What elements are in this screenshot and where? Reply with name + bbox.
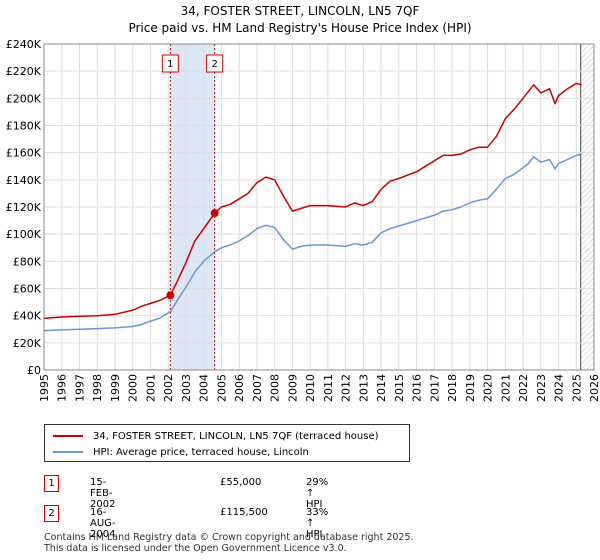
x-tick-label: 2016 xyxy=(411,374,424,402)
x-tick-label: 2002 xyxy=(162,374,175,402)
y-tick-label: £60K xyxy=(13,283,42,296)
x-tick-label: 2024 xyxy=(553,374,566,402)
x-tick-label: 2006 xyxy=(233,374,246,402)
footer-line-1: Contains HM Land Registry data © Crown c… xyxy=(44,532,414,543)
y-tick-label: £0 xyxy=(27,364,41,377)
x-tick-label: 2015 xyxy=(393,374,406,402)
legend-swatch-hpi xyxy=(53,451,83,453)
hpi-line xyxy=(43,153,582,332)
y-tick-label: £100K xyxy=(6,228,42,241)
x-tick-label: 1996 xyxy=(56,374,69,402)
transaction-date: 15-FEB-2002 xyxy=(90,477,116,510)
x-tick-label: 2007 xyxy=(251,374,264,402)
legend-item-property: 34, FOSTER STREET, LINCOLN, LN5 7QF (ter… xyxy=(53,428,379,444)
x-tick-label: 2005 xyxy=(215,374,228,402)
plot-frame xyxy=(43,43,595,371)
sale-badge-label: 1 xyxy=(167,59,173,70)
x-tick-label: 2010 xyxy=(304,374,317,402)
x-tick-label: 2019 xyxy=(464,374,477,402)
x-tick-label: 2014 xyxy=(375,374,388,402)
x-tick-label: 1997 xyxy=(73,374,86,402)
transaction-price: £55,000 xyxy=(220,477,262,488)
legend-swatch-property xyxy=(53,435,83,437)
transaction-price: £115,500 xyxy=(220,507,268,518)
price-chart: 1 2 £0 £20K £40K £60K £80K £100K £120K £140K £160… xyxy=(6,38,600,402)
x-tick-label: 2025 xyxy=(570,374,583,402)
x-tick-label: 2003 xyxy=(180,374,193,402)
y-tick-label: £240K xyxy=(6,38,42,51)
transaction-badge: 2 xyxy=(44,505,59,522)
legend-label-property: 34, FOSTER STREET, LINCOLN, LN5 7QF (ter… xyxy=(93,430,379,442)
x-tick-label: 2001 xyxy=(144,374,157,402)
legend: 34, FOSTER STREET, LINCOLN, LN5 7QF (ter… xyxy=(44,424,410,462)
y-tick-label: £160K xyxy=(6,147,42,160)
x-tick-label: 2004 xyxy=(198,374,211,402)
y-tick-label: £80K xyxy=(13,255,42,268)
x-tick-label: 2011 xyxy=(322,374,335,402)
x-tick-label: 1999 xyxy=(109,374,122,402)
y-tick-label: £180K xyxy=(6,120,42,133)
transaction-badge: 1 xyxy=(44,475,59,492)
x-tick-label: 2026 xyxy=(588,374,600,402)
y-tick-label: £220K xyxy=(6,65,42,78)
y-tick-label: £40K xyxy=(13,310,42,323)
x-tick-label: 2009 xyxy=(286,374,299,402)
x-tick-label: 2008 xyxy=(269,374,282,402)
x-tick-label: 2017 xyxy=(428,374,441,402)
x-tick-label: 2021 xyxy=(499,374,512,402)
transaction-hpi: 29% ↑ HPI xyxy=(306,477,329,510)
legend-item-hpi: HPI: Average price, terraced house, Linc… xyxy=(53,444,309,460)
property-price-line xyxy=(43,82,582,320)
y-tick-label: £140K xyxy=(6,174,42,187)
footer-line-2: This data is licensed under the Open Gov… xyxy=(44,543,347,554)
x-tick-label: 1995 xyxy=(38,374,51,402)
sale-badge-box xyxy=(206,54,224,73)
x-tick-label: 2018 xyxy=(446,374,459,402)
sale-badge-box xyxy=(161,54,179,73)
x-tick-label: 2022 xyxy=(517,374,530,402)
chart-subtitle: Price paid vs. HM Land Registry's House … xyxy=(128,21,472,35)
x-tick-label: 2012 xyxy=(340,374,353,402)
x-tick-label: 2020 xyxy=(482,374,495,402)
transaction-date: 16-AUG-2004 xyxy=(90,507,116,540)
x-tick-label: 1998 xyxy=(91,374,104,402)
sale-point xyxy=(166,291,175,300)
x-tick-label: 2013 xyxy=(357,374,370,402)
legend-label-hpi: HPI: Average price, terraced house, Linc… xyxy=(93,446,309,458)
transaction-hpi: 33% ↑ HPI xyxy=(306,507,329,540)
x-tick-label: 2023 xyxy=(535,374,548,402)
sale-point xyxy=(210,209,219,218)
chart-title: 34, FOSTER STREET, LINCOLN, LN5 7QF xyxy=(180,4,420,18)
y-tick-label: £120K xyxy=(6,201,42,214)
y-tick-label: £20K xyxy=(13,337,42,350)
sale-badge-label: 2 xyxy=(211,59,217,70)
y-tick-label: £200K xyxy=(6,92,42,105)
footer-attribution: Contains HM Land Registry data © Crown c… xyxy=(44,532,414,554)
x-tick-label: 2000 xyxy=(127,374,140,402)
